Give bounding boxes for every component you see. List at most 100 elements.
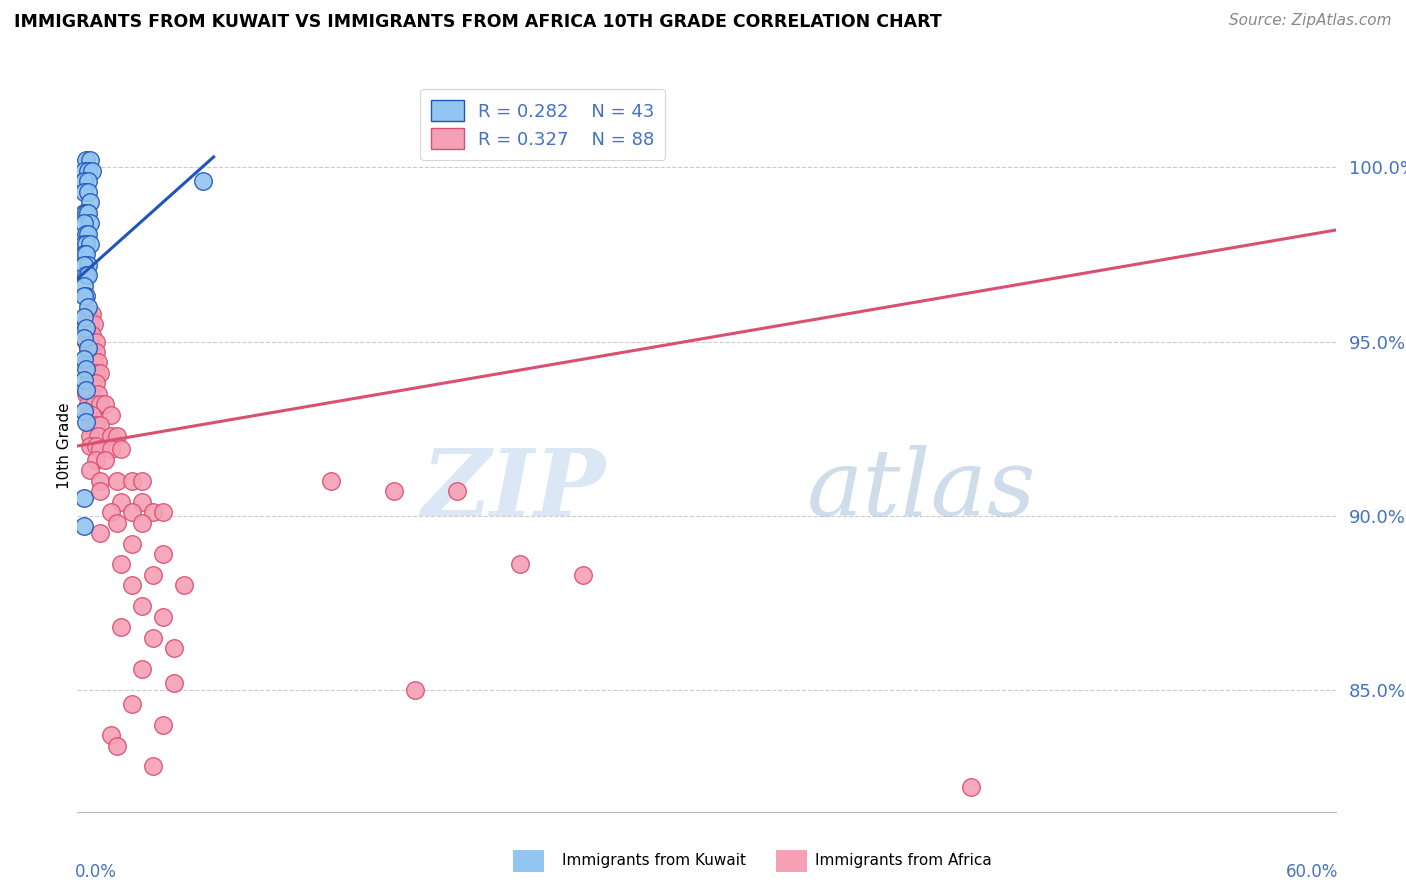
Point: [80, 366, 103, 380]
Point: [79, 334, 101, 349]
Point: [152, 609, 174, 624]
Point: [76, 268, 98, 283]
Point: [163, 640, 186, 655]
Point: [72, 519, 94, 533]
Point: [87, 428, 110, 442]
Point: [105, 739, 128, 753]
Point: [76, 174, 98, 188]
Point: [152, 505, 174, 519]
Point: [75, 415, 97, 429]
Point: [72, 351, 94, 366]
Text: Immigrants from Kuwait: Immigrants from Kuwait: [562, 854, 747, 868]
Point: [89, 418, 111, 433]
Point: [72, 247, 94, 261]
Point: [72, 237, 94, 252]
Point: [110, 494, 132, 508]
Point: [76, 227, 98, 241]
Point: [110, 620, 132, 634]
Point: [79, 317, 101, 331]
Point: [142, 567, 165, 582]
Point: [84, 334, 107, 349]
Point: [75, 384, 97, 398]
Point: [80, 408, 103, 422]
Point: [79, 386, 101, 401]
Point: [93, 453, 115, 467]
Point: [72, 278, 94, 293]
Point: [152, 547, 174, 561]
Point: [79, 195, 101, 210]
FancyBboxPatch shape: [505, 845, 553, 878]
Y-axis label: 10th Grade: 10th Grade: [56, 402, 72, 490]
Text: ZIP: ZIP: [422, 445, 606, 535]
Point: [100, 428, 122, 442]
Point: [121, 474, 143, 488]
Point: [89, 526, 111, 541]
Point: [105, 474, 128, 488]
Point: [959, 780, 981, 795]
Point: [72, 331, 94, 345]
Point: [75, 362, 97, 376]
Point: [75, 227, 97, 241]
Point: [152, 717, 174, 731]
Text: 0.0%: 0.0%: [75, 863, 117, 881]
Point: [72, 491, 94, 506]
Point: [83, 355, 105, 369]
Point: [173, 578, 195, 592]
Point: [89, 484, 111, 499]
Point: [76, 342, 98, 356]
Point: [121, 505, 143, 519]
Point: [382, 484, 405, 499]
Point: [72, 216, 94, 230]
Point: [110, 558, 132, 572]
Point: [75, 386, 97, 401]
Point: [80, 327, 103, 342]
Point: [76, 164, 98, 178]
Point: [72, 373, 94, 387]
Point: [100, 408, 122, 422]
Point: [76, 205, 98, 219]
Point: [89, 474, 111, 488]
Point: [105, 428, 128, 442]
Point: [142, 631, 165, 645]
Point: [142, 505, 165, 519]
Point: [75, 247, 97, 261]
Point: [72, 174, 94, 188]
Point: [404, 682, 426, 697]
Point: [79, 418, 101, 433]
Point: [72, 289, 94, 303]
Point: [84, 366, 107, 380]
Point: [84, 439, 107, 453]
Point: [89, 397, 111, 411]
Point: [93, 397, 115, 411]
Point: [89, 366, 111, 380]
Point: [121, 578, 143, 592]
Point: [79, 153, 101, 168]
Point: [79, 216, 101, 230]
Point: [89, 442, 111, 457]
Point: [131, 494, 153, 508]
Point: [163, 676, 186, 690]
Point: [76, 408, 98, 422]
Text: Immigrants from Africa: Immigrants from Africa: [815, 854, 993, 868]
Text: atlas: atlas: [807, 445, 1036, 535]
Point: [142, 759, 165, 773]
Point: [80, 376, 103, 391]
Point: [131, 516, 153, 530]
Point: [79, 439, 101, 453]
Point: [83, 397, 105, 411]
Point: [571, 567, 593, 582]
Point: [87, 355, 110, 369]
Point: [84, 345, 107, 359]
Point: [131, 662, 153, 676]
Point: [131, 474, 153, 488]
Point: [105, 516, 128, 530]
Point: [75, 355, 97, 369]
Point: [110, 442, 132, 457]
Point: [100, 442, 122, 457]
Text: Source: ZipAtlas.com: Source: ZipAtlas.com: [1229, 13, 1392, 29]
Point: [76, 300, 98, 314]
Point: [319, 474, 342, 488]
Point: [79, 355, 101, 369]
Point: [100, 728, 122, 742]
Point: [72, 185, 94, 199]
